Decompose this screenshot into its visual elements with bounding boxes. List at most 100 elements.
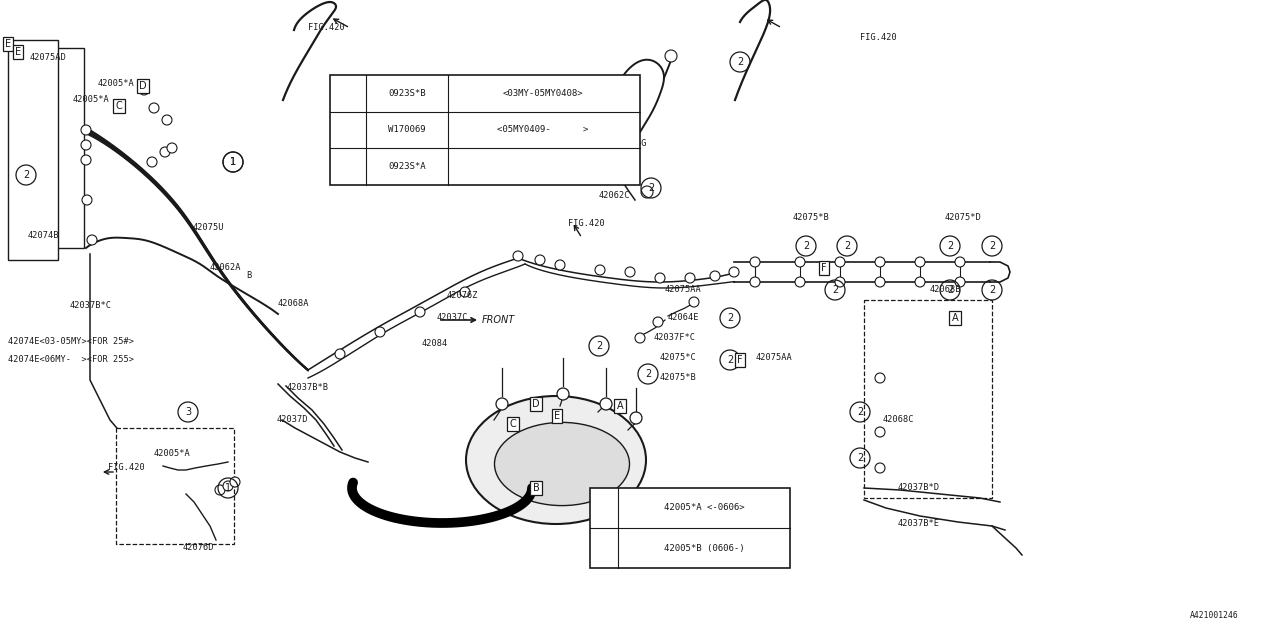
Text: F: F — [822, 263, 827, 273]
Text: 42005*B (0606-): 42005*B (0606-) — [664, 543, 744, 552]
Text: FIG.420: FIG.420 — [308, 24, 344, 33]
Text: 2: 2 — [947, 285, 954, 295]
Text: 2: 2 — [844, 241, 850, 251]
Circle shape — [835, 257, 845, 267]
Circle shape — [915, 257, 925, 267]
Text: FIG.420: FIG.420 — [108, 463, 145, 472]
Circle shape — [876, 257, 884, 267]
Circle shape — [535, 255, 545, 265]
Text: 42068B: 42068B — [931, 285, 961, 294]
Text: 2: 2 — [645, 369, 652, 379]
Text: 42062C: 42062C — [599, 191, 631, 200]
Text: 42076Z: 42076Z — [447, 291, 479, 301]
Text: 1: 1 — [344, 88, 351, 99]
Text: 42062A: 42062A — [210, 264, 242, 273]
Circle shape — [955, 277, 965, 287]
Text: 42037F*C: 42037F*C — [654, 333, 696, 342]
Text: 42005*A <-0606>: 42005*A <-0606> — [664, 504, 744, 513]
Circle shape — [876, 373, 884, 383]
Circle shape — [625, 267, 635, 277]
Text: E: E — [554, 411, 561, 421]
Text: 2: 2 — [648, 183, 654, 193]
Text: 42005*A: 42005*A — [73, 95, 110, 104]
Bar — [864, 300, 992, 498]
Text: 2: 2 — [803, 241, 809, 251]
Circle shape — [876, 463, 884, 473]
Text: 42037B*B: 42037B*B — [287, 383, 329, 392]
Text: 42075AA: 42075AA — [756, 353, 792, 362]
Circle shape — [630, 412, 643, 424]
Circle shape — [595, 265, 605, 275]
Circle shape — [915, 277, 925, 287]
Text: 42075*B: 42075*B — [794, 214, 829, 223]
Circle shape — [87, 235, 97, 245]
Bar — [116, 428, 234, 544]
Text: 2: 2 — [856, 407, 863, 417]
Circle shape — [81, 140, 91, 150]
Circle shape — [750, 257, 760, 267]
Text: FIG.420: FIG.420 — [860, 33, 897, 42]
Circle shape — [556, 260, 564, 270]
Text: 42037B*E: 42037B*E — [899, 520, 940, 529]
Circle shape — [635, 333, 645, 343]
Text: E: E — [5, 39, 12, 49]
Text: 42074B: 42074B — [28, 230, 59, 239]
Circle shape — [666, 50, 677, 62]
Text: D: D — [532, 399, 540, 409]
Text: 42075AD: 42075AD — [29, 52, 67, 61]
Circle shape — [460, 287, 470, 297]
Text: FIG.420: FIG.420 — [568, 220, 604, 228]
Text: 42075*D: 42075*D — [945, 214, 982, 223]
Circle shape — [147, 157, 157, 167]
Circle shape — [600, 398, 612, 410]
Text: 1: 1 — [230, 157, 236, 167]
Text: 2: 2 — [23, 170, 29, 180]
Text: W170069: W170069 — [388, 125, 426, 134]
Text: B: B — [532, 483, 539, 493]
Text: E: E — [15, 47, 20, 57]
Text: FRONT: FRONT — [483, 315, 516, 325]
Text: 42068A: 42068A — [278, 300, 310, 308]
Text: 42005*A: 42005*A — [99, 79, 134, 88]
Circle shape — [81, 155, 91, 165]
Circle shape — [140, 85, 148, 95]
Text: 1: 1 — [230, 157, 236, 167]
Text: C: C — [115, 101, 123, 111]
Text: 3: 3 — [600, 503, 607, 513]
Text: 42076G: 42076G — [616, 138, 648, 147]
Text: 2: 2 — [727, 355, 733, 365]
Bar — [330, 75, 640, 185]
Text: 3: 3 — [184, 407, 191, 417]
Text: D: D — [140, 81, 147, 91]
Circle shape — [795, 277, 805, 287]
Bar — [590, 488, 790, 568]
Text: F: F — [737, 355, 742, 365]
Text: 42076D: 42076D — [183, 543, 215, 552]
Circle shape — [81, 125, 91, 135]
Circle shape — [230, 477, 241, 487]
Circle shape — [685, 273, 695, 283]
Circle shape — [750, 277, 760, 287]
Text: 2: 2 — [596, 341, 602, 351]
Text: 42075*B: 42075*B — [660, 372, 696, 381]
Text: 2: 2 — [344, 162, 351, 172]
Circle shape — [955, 257, 965, 267]
Text: 1: 1 — [225, 483, 232, 493]
Circle shape — [641, 186, 653, 198]
Text: 2: 2 — [947, 241, 954, 251]
Circle shape — [497, 398, 508, 410]
Text: 42074E<03-05MY><FOR 25#>: 42074E<03-05MY><FOR 25#> — [8, 337, 134, 346]
Circle shape — [215, 485, 225, 495]
Text: <05MY0409-      >: <05MY0409- > — [498, 125, 589, 134]
Text: 2: 2 — [737, 57, 744, 67]
Circle shape — [513, 251, 524, 261]
Circle shape — [655, 273, 666, 283]
Text: 42075AA: 42075AA — [666, 285, 701, 294]
Circle shape — [163, 115, 172, 125]
Text: 2: 2 — [727, 313, 733, 323]
Circle shape — [876, 427, 884, 437]
Text: A421001246: A421001246 — [1190, 611, 1239, 620]
Text: C: C — [509, 419, 516, 429]
Circle shape — [166, 143, 177, 153]
Circle shape — [710, 271, 719, 281]
